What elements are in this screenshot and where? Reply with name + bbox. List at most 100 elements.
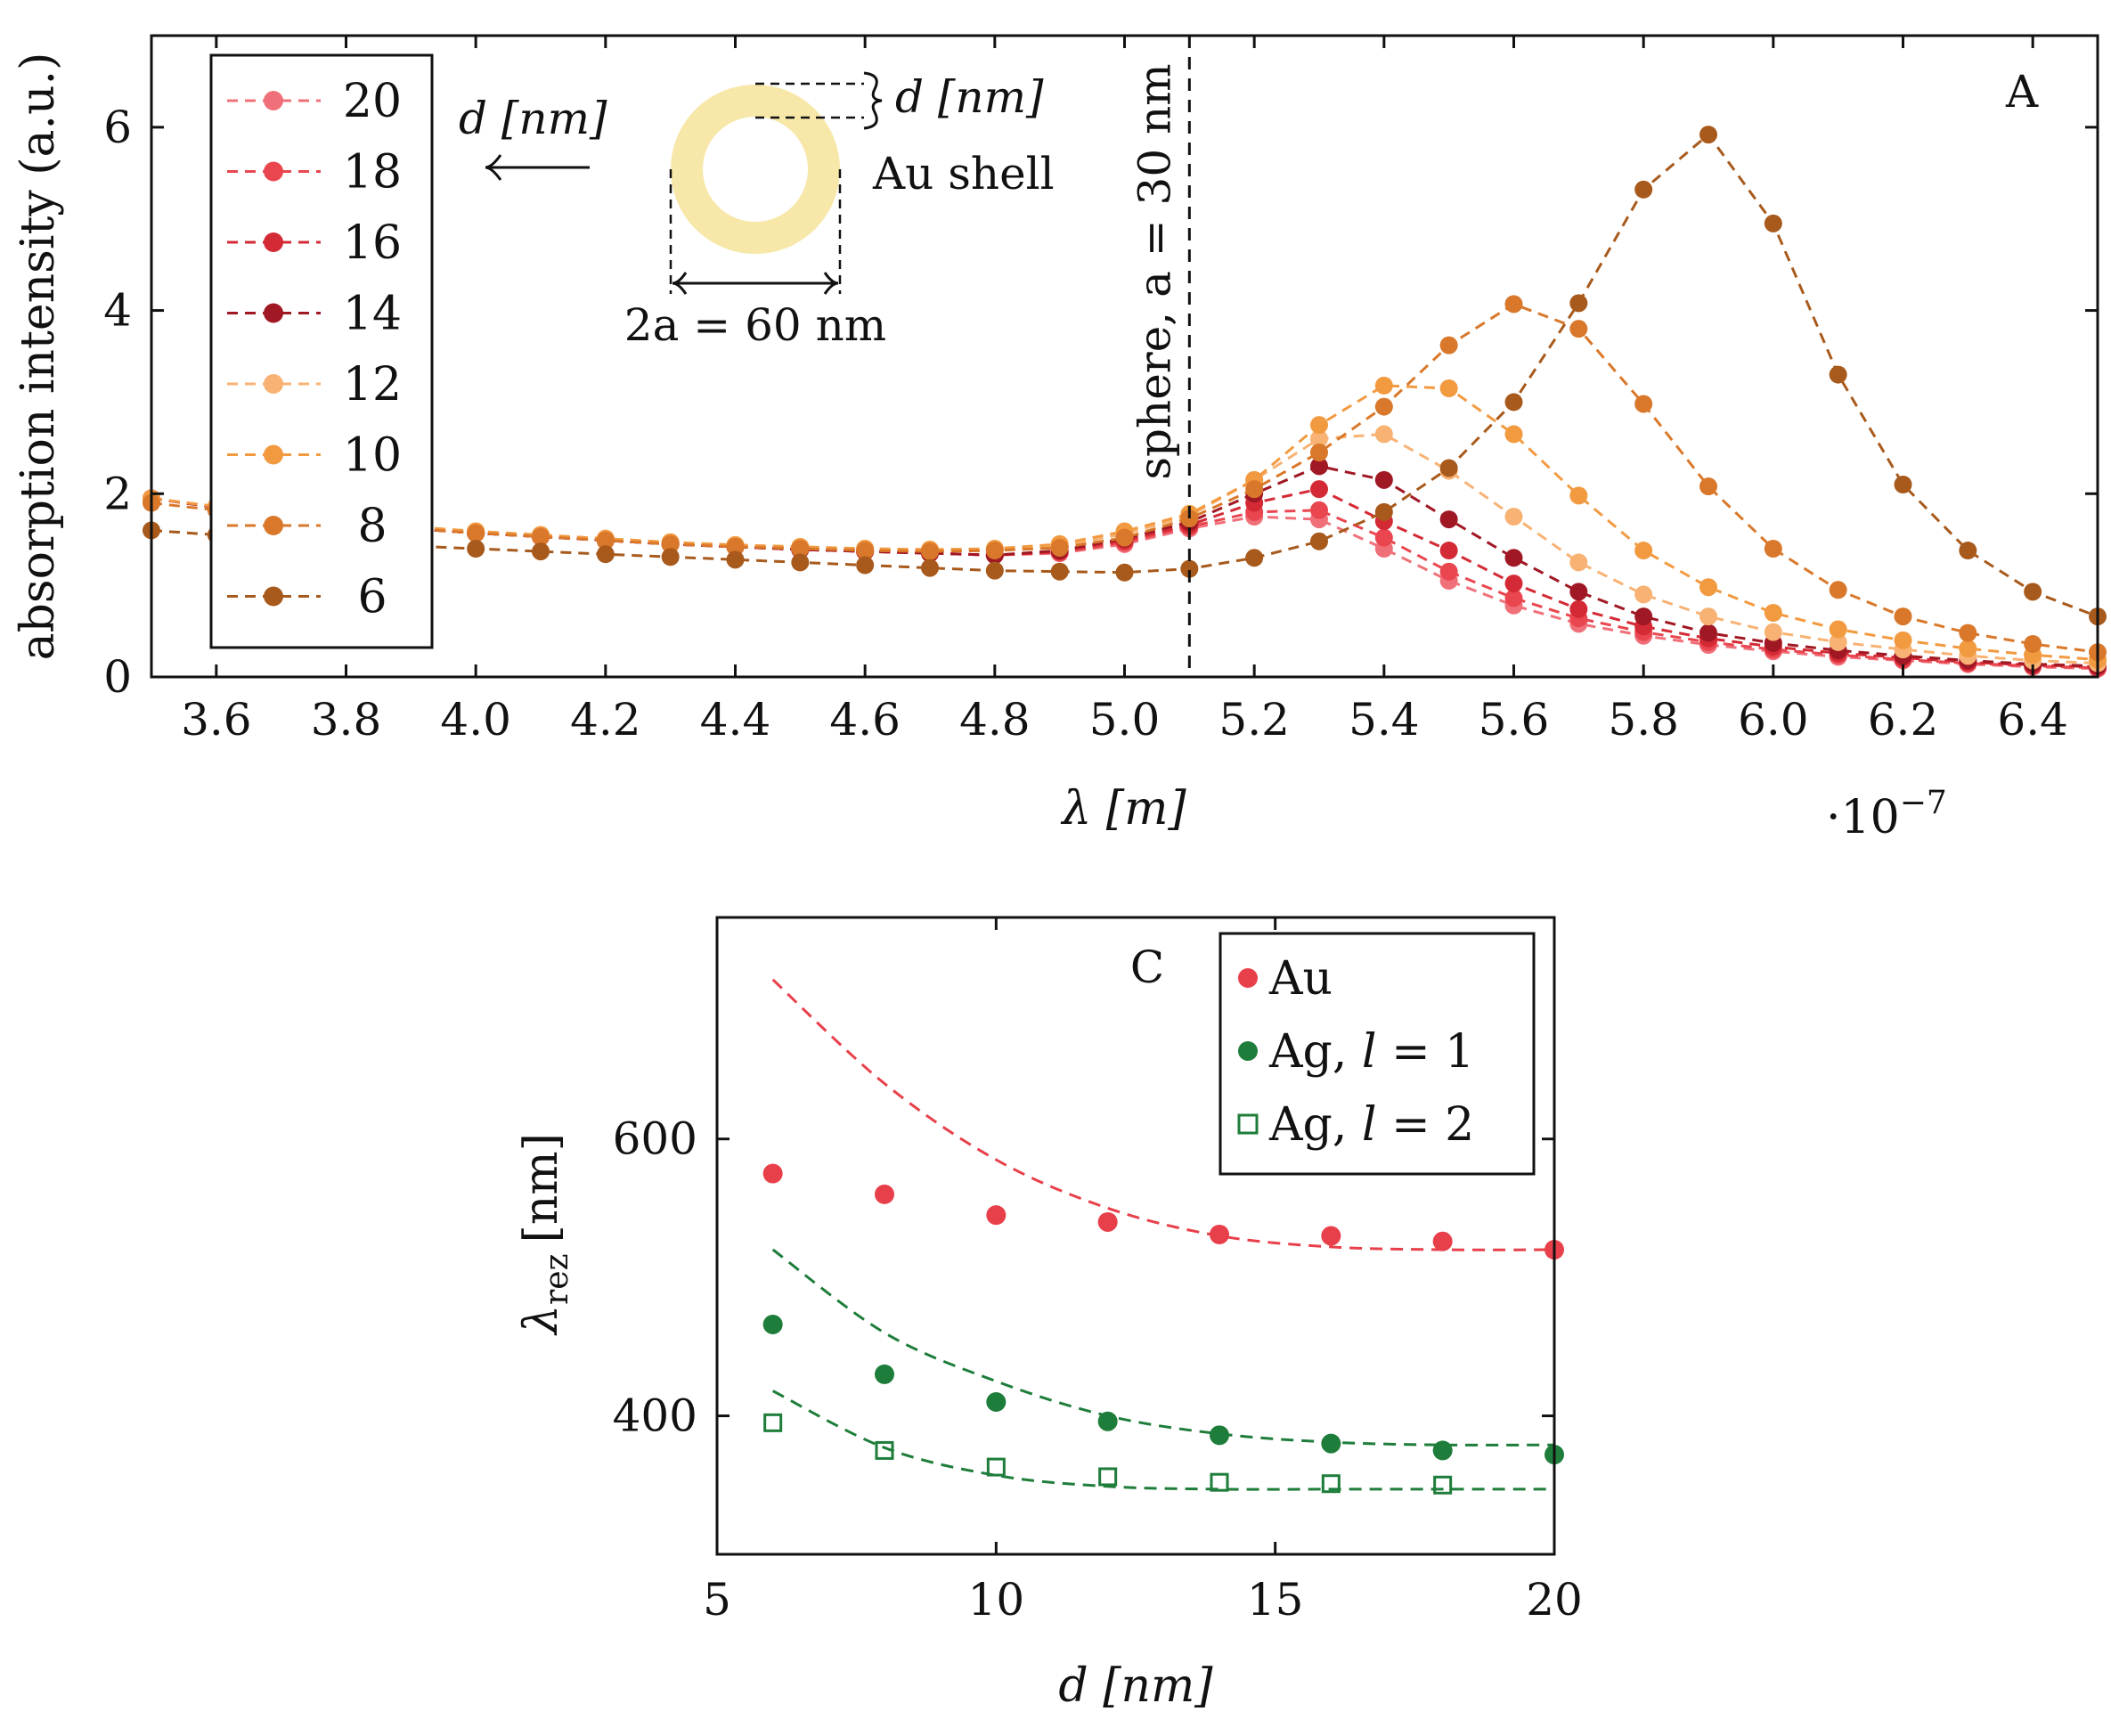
panel-a-x-tick-label: 4.6 xyxy=(829,694,901,746)
fit-curve xyxy=(771,1248,1555,1447)
au-shell-inset: d [nm] Au shell 2a = 60 nm xyxy=(624,71,1055,351)
data-point xyxy=(1829,632,1847,651)
data-point xyxy=(1374,470,1393,489)
panel-a-x-tick-label: 6.2 xyxy=(1868,694,1939,746)
panel-a-x-tick-label: 5.2 xyxy=(1219,694,1290,746)
data-point xyxy=(875,1364,894,1384)
data-point xyxy=(1959,623,1977,642)
panel-a-label: A xyxy=(2005,66,2039,118)
data-point xyxy=(1098,1467,1118,1487)
data-point xyxy=(661,534,680,553)
panel-c-legend-box xyxy=(1219,932,1536,1176)
panel-c-series-group xyxy=(762,978,1564,1495)
data-point xyxy=(1829,620,1847,639)
data-point xyxy=(1634,395,1653,413)
panel-a-x-tick-label: 5.6 xyxy=(1479,694,1550,746)
legend-label: 14 xyxy=(343,288,402,341)
panel-a-x-tick-label: 6.4 xyxy=(1997,694,2068,746)
data-point xyxy=(467,524,485,542)
legend-label: 18 xyxy=(343,146,402,200)
data-point xyxy=(921,542,939,561)
data-point xyxy=(1699,623,1717,642)
panel-c-y-tick-label: 600 xyxy=(613,1113,697,1165)
legend-item-ag-l-1: Ag, l = 1 xyxy=(1238,1025,1474,1079)
data-point xyxy=(1764,604,1782,622)
data-point xyxy=(726,550,745,569)
data-point xyxy=(1894,607,1912,626)
data-point xyxy=(1504,393,1523,412)
legend-marker xyxy=(264,374,283,394)
panel-a-y-tick-label: 6 xyxy=(103,102,132,153)
legend-marker xyxy=(1238,968,1258,988)
panel-a-legend-items: 20 18 16 14 12 10 8 6 xyxy=(227,75,402,624)
data-point xyxy=(1569,599,1588,618)
sphere-reference-label: sphere, a = 30 nm xyxy=(1129,63,1180,479)
panel-a-legend: 20 18 16 14 12 10 8 6 xyxy=(209,53,434,649)
data-point xyxy=(856,556,875,575)
data-point xyxy=(596,545,615,564)
series-d-10 xyxy=(143,376,2107,669)
panel-a-series-group xyxy=(143,126,2107,678)
series-ag-l-2 xyxy=(763,1390,1554,1495)
panel-a-y-axis: 0 2 4 6 xyxy=(103,102,2098,703)
thickness-brace-icon xyxy=(863,71,883,130)
data-point xyxy=(1310,429,1328,448)
legend-item-au: Au xyxy=(1238,952,1333,1006)
data-point xyxy=(1894,631,1912,649)
data-point xyxy=(1504,549,1523,567)
series-au xyxy=(762,978,1564,1260)
legend-item-d-10: 10 xyxy=(227,429,402,483)
data-point xyxy=(763,1413,783,1432)
data-point xyxy=(1894,476,1912,493)
panel-a-x-axis: 3.6 3.8 4.0 4.2 4.4 4.6 4.8 5.0 5.2 5.4 5.6 5.8 6.0 6… xyxy=(181,36,2068,746)
series-line xyxy=(151,302,2099,654)
panel-a-x-tick-label: 5.0 xyxy=(1089,694,1161,746)
data-point xyxy=(762,1163,783,1184)
data-point xyxy=(467,540,485,558)
series-d-8 xyxy=(143,295,2107,662)
panel-a-x-tick-label: 4.2 xyxy=(570,694,641,746)
legend-item-d-20: 20 xyxy=(227,75,402,128)
fit-curve xyxy=(772,1390,1554,1491)
data-point xyxy=(1310,457,1328,476)
legend-marker xyxy=(264,303,283,323)
data-point xyxy=(1180,509,1199,528)
data-point xyxy=(1829,581,1847,599)
legend-item-ag-l-2: Ag, l = 2 xyxy=(1237,1098,1474,1152)
data-point xyxy=(1374,425,1393,444)
legend-label: 12 xyxy=(343,358,402,412)
legend-marker xyxy=(1238,1041,1258,1061)
legend-item-d-8: 8 xyxy=(227,500,387,553)
legend-item-d-18: 18 xyxy=(227,146,402,200)
panel-c-x-axis: 5 10 15 20 xyxy=(703,917,1583,1626)
shell-material-label: Au shell xyxy=(872,148,1055,200)
legend-marker xyxy=(264,161,283,182)
diameter-arrow-icon xyxy=(672,272,839,295)
data-point xyxy=(1569,320,1588,338)
legend-marker xyxy=(264,232,283,252)
data-point xyxy=(1050,562,1069,581)
shell-thickness-label: d [nm] xyxy=(895,71,1044,123)
data-point xyxy=(1374,376,1393,395)
data-point xyxy=(532,527,550,546)
legend-label: 20 xyxy=(343,75,402,128)
data-point xyxy=(921,558,939,577)
data-point xyxy=(1310,480,1328,499)
data-point xyxy=(596,531,615,550)
series-ag-l-1 xyxy=(762,1248,1564,1465)
legend-label: Ag, l = 2 xyxy=(1268,1098,1474,1152)
data-point xyxy=(1504,295,1523,314)
data-point xyxy=(726,537,745,556)
data-point xyxy=(1439,379,1458,397)
panel-a-y-tick-label: 4 xyxy=(103,285,132,337)
legend-item-d-6: 6 xyxy=(227,571,387,624)
data-point xyxy=(1310,416,1328,435)
data-point xyxy=(1569,294,1588,313)
data-point xyxy=(1699,126,1717,144)
legend-label: 6 xyxy=(357,571,387,624)
panel-a-legend-box xyxy=(209,53,434,649)
data-point xyxy=(1432,1231,1453,1251)
panel-a-x-tick-label: 4.0 xyxy=(440,694,511,746)
data-point xyxy=(791,553,810,572)
fit-curve xyxy=(771,978,1555,1251)
